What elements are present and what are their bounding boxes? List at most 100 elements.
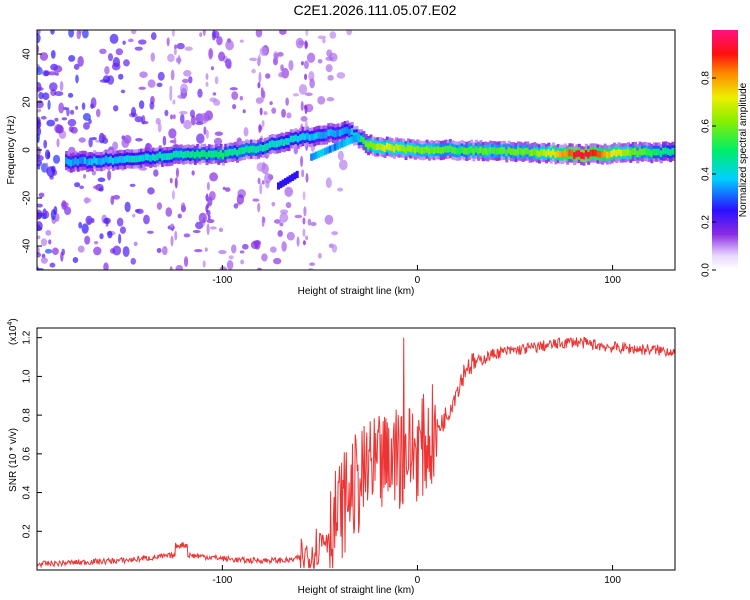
ridge-cell [505,149,509,157]
ridge-cell [502,147,506,154]
ridge-cell [327,129,331,137]
ridge-cell [231,149,235,156]
ridge-cell [341,128,345,136]
noise-blob [300,115,308,122]
ridge-cell [104,155,108,163]
ridge-cell [147,153,151,161]
ridge-cell [203,150,207,157]
ridge-cell [498,147,502,155]
noise-blob [37,87,44,91]
noise-blob [37,203,43,208]
ridge-cell [186,150,190,158]
ridge-cell [321,148,325,156]
ridge-cell [552,148,556,156]
noise-blob [205,204,209,213]
noise-blob [172,99,176,105]
ridge-cell [198,151,202,159]
noise-blob [338,159,348,171]
ridge-cell [521,149,525,156]
ridge-cell [320,132,324,139]
noise-blob [257,177,261,185]
ridge-cell [326,146,330,154]
ridge-cell [570,149,574,157]
noise-blob [241,243,249,250]
noise-blob [324,214,334,225]
noise-blob [56,138,60,148]
ridge-cell [111,157,115,165]
noise-blob [203,126,207,135]
ridge-cell [205,152,209,159]
noise-blob [310,221,317,227]
noise-blob [122,246,130,257]
ridge-cell [259,144,263,152]
noise-blob [112,105,119,112]
ridge-cell [449,145,453,152]
noise-blob [107,170,112,181]
ridge-cell [575,150,579,158]
noise-blob [190,115,196,126]
noise-blob [107,53,114,62]
ridge-cell [540,149,544,156]
ridge-cell [538,150,542,158]
noise-blob [138,100,145,109]
ridge-cell [657,148,661,156]
ridge-cell [114,156,118,164]
noise-blob [202,260,206,268]
ridge-cell [629,149,633,157]
noise-blob [53,65,63,73]
ridge-cell [88,158,92,166]
ridge-cell [214,150,218,158]
ridge-cell [142,154,146,162]
ridge-cell [266,143,270,150]
noise-blob [45,229,52,236]
noise-blob [325,56,334,61]
noise-blob [134,209,140,213]
ridge-cell [362,137,366,145]
noise-blob [317,96,326,105]
ridge-cell [273,140,277,148]
noise-blob [225,40,234,51]
ridge-cell [488,146,492,154]
noise-blob [298,84,308,95]
noise-blob [109,33,119,44]
ridge-cell [287,138,291,145]
ridge-cell [671,147,675,155]
noise-blob [302,240,306,246]
ridge-cell [335,142,339,150]
ridge-cell [601,151,605,159]
noise-blob [51,247,59,255]
noise-blob [37,209,43,220]
noise-blob [331,244,338,253]
ridge-cell [67,158,71,166]
ridge-cell [624,149,628,157]
noise-blob [173,137,177,146]
noise-blob [83,122,90,130]
ridge-cell [530,149,534,156]
noise-blob [47,99,51,110]
noise-blob [322,38,326,44]
ridge-cell [65,157,69,165]
ridge-cell [622,149,626,157]
ridge-cell [526,147,530,155]
ridge-cell [296,135,300,143]
noise-blob [259,46,268,57]
ridge-cell [79,157,83,164]
ridge-cell [97,158,101,165]
ridge-cell [598,150,602,158]
y-tick-label: 1.2 [22,330,33,344]
noise-blob [177,94,186,99]
noise-blob [192,229,201,234]
noise-blob [218,51,226,62]
noise-blob [302,228,306,237]
noise-blob [302,191,306,201]
noise-blob [143,214,150,225]
noise-blob [306,52,316,63]
noise-blob [211,30,216,41]
noise-blob [49,262,56,268]
ridge-cell [446,145,450,153]
noise-blob [325,64,333,73]
noise-blob [205,129,209,140]
noise-blob [132,213,136,218]
ridge-cell [163,153,167,160]
noise-blob [206,219,215,224]
